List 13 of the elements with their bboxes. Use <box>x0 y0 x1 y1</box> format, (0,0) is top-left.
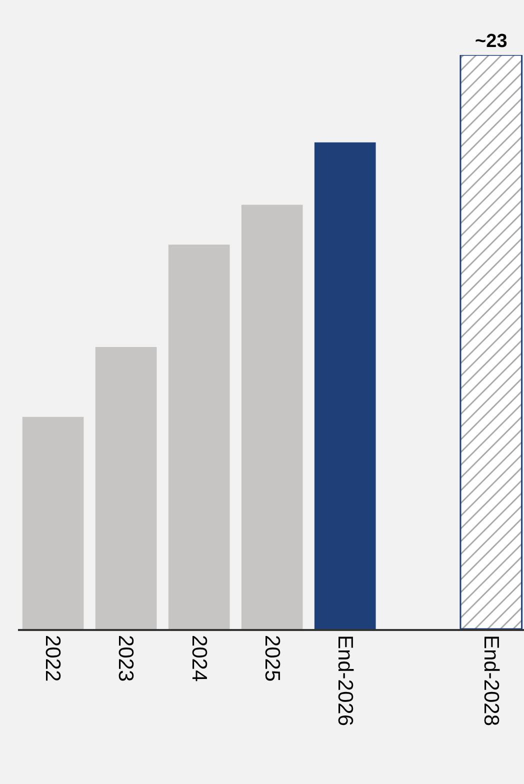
bar <box>241 204 303 629</box>
x-tick-label: 2024 <box>187 634 210 682</box>
bar <box>22 416 84 629</box>
bar <box>95 346 157 629</box>
x-tick-label: 2025 <box>260 634 284 682</box>
x-tick-label: 2022 <box>41 634 64 682</box>
bar <box>314 142 376 629</box>
x-tick-label: 2023 <box>114 634 138 682</box>
bar <box>460 55 523 629</box>
data-label: ~23 <box>475 31 508 52</box>
x-tick-label: End-2028 <box>479 634 502 726</box>
x-tick-label: End-2026 <box>333 634 356 726</box>
bar <box>168 244 230 629</box>
